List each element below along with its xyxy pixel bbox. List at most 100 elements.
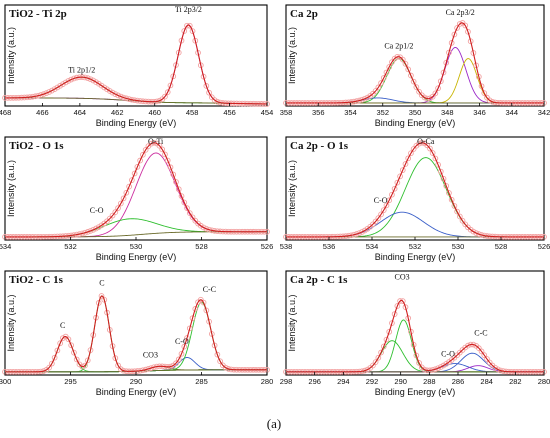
raw-data-point (405, 155, 412, 162)
raw-data-point (170, 171, 177, 178)
raw-data-point (123, 189, 130, 196)
raw-data-point (98, 293, 105, 299)
x-tick-label: 354 (344, 108, 357, 117)
peak-annotation: C-O (374, 196, 388, 205)
y-axis-title: Intensity (a.u.) (287, 294, 297, 351)
x-tick-label: 532 (64, 242, 77, 251)
raw-data-point (429, 93, 436, 100)
raw-data-point (402, 61, 409, 67)
raw-data-point (156, 97, 163, 104)
x-axis-title: Binding Energy (eV) (375, 252, 456, 262)
x-tick-label: 528 (195, 242, 208, 251)
peak-annotation: CO3 (143, 350, 158, 359)
raw-data-point (175, 186, 182, 193)
raw-data-point (137, 157, 143, 164)
figure-caption: (a) (267, 416, 281, 431)
x-axis-title: Binding Energy (eV) (96, 387, 177, 397)
raw-data-point (408, 72, 414, 79)
raw-data-point (394, 303, 401, 309)
raw-data-point (359, 96, 365, 103)
x-axis-title: Binding Energy (eV) (96, 252, 177, 262)
raw-data-point (454, 25, 460, 31)
x-axis-title: Binding Energy (eV) (96, 118, 177, 128)
raw-data-point (120, 195, 127, 202)
raw-data-point (82, 362, 88, 369)
raw-data-point (448, 40, 455, 46)
xps-panel: 300 295 290 285 280 Binding Energy (eV) Intens… (0, 270, 273, 397)
raw-data-point (421, 366, 428, 373)
x-tick-label: 290 (394, 377, 407, 386)
raw-data-point (410, 78, 417, 85)
x-tick-label: 350 (409, 108, 422, 117)
xps-panel: 538 536 534 532 530 528 526 Binding Energy (eV)… (280, 136, 550, 262)
x-tick-label: 534 (0, 242, 11, 251)
raw-data-point (120, 94, 127, 101)
raw-data-point (375, 215, 382, 221)
raw-data-point (68, 76, 75, 83)
raw-data-point (475, 231, 482, 238)
raw-data-point (62, 79, 69, 86)
raw-data-point (394, 179, 401, 186)
x-tick-label: 348 (441, 108, 454, 117)
peak-annotation: O-Ti (148, 137, 164, 146)
raw-data-point (443, 59, 450, 66)
x-tick-label: 528 (495, 242, 508, 251)
raw-data-point (372, 218, 379, 225)
raw-data-point (129, 177, 135, 183)
raw-data-point (65, 78, 72, 84)
raw-data-point (162, 151, 168, 158)
raw-data-point (429, 150, 436, 156)
xps-panel: 298 296 294 292 290 288 286 284 282 280 Binding En… (280, 270, 550, 397)
raw-data-point (405, 66, 412, 73)
raw-data-point (49, 360, 55, 367)
panel-title: Ca 2p - C 1s (290, 274, 348, 286)
raw-data-point (446, 190, 452, 196)
fit-envelope (286, 22, 544, 104)
raw-data-point (375, 84, 382, 91)
raw-data-point (142, 147, 149, 153)
raw-data-point (181, 199, 188, 206)
raw-data-point (497, 367, 504, 374)
x-tick-label: 462 (111, 108, 124, 117)
raw-data-point (184, 335, 190, 341)
raw-data-point (140, 151, 146, 158)
raw-data-point (465, 342, 471, 349)
raw-data-point (399, 56, 406, 63)
raw-data-point (178, 193, 185, 199)
raw-data-point (106, 88, 113, 94)
peak-annotation: Ti 2p1/2 (68, 66, 95, 75)
x-tick-label: 456 (223, 108, 236, 117)
raw-data-point (57, 340, 64, 347)
raw-data-point (432, 90, 439, 97)
raw-data-point (389, 320, 395, 326)
raw-data-point (84, 75, 91, 82)
x-tick-label: 458 (186, 108, 199, 117)
raw-data-point (189, 315, 196, 322)
raw-data-point (478, 348, 485, 355)
raw-data-point (413, 84, 420, 90)
peak-annotation: C-O (441, 349, 455, 358)
panel-title: Ca 2p (290, 8, 318, 20)
y-axis-title: Intensity (a.u.) (6, 160, 16, 217)
raw-data-point (462, 22, 469, 29)
x-tick-label: 346 (473, 108, 486, 117)
raw-data-point (353, 231, 360, 237)
raw-data-point (446, 49, 452, 56)
raw-data-point (217, 358, 223, 365)
raw-data-point (40, 91, 47, 98)
raw-data-point (456, 213, 463, 220)
raw-data-point (148, 365, 155, 371)
x-tick-label: 342 (538, 108, 550, 117)
x-tick-label: 536 (323, 242, 336, 251)
raw-data-point (435, 161, 441, 168)
raw-data-point (214, 351, 221, 358)
raw-data-point (186, 210, 193, 216)
peak-annotation: C-O (90, 206, 104, 215)
raw-data-point (170, 73, 177, 80)
peak-annotation: O-Ca (417, 137, 435, 146)
peak-annotation: C-O (175, 337, 189, 346)
raw-data-point (46, 364, 52, 371)
raw-data-point (383, 336, 390, 343)
raw-data-point (46, 89, 52, 95)
raw-data-point (383, 69, 390, 76)
